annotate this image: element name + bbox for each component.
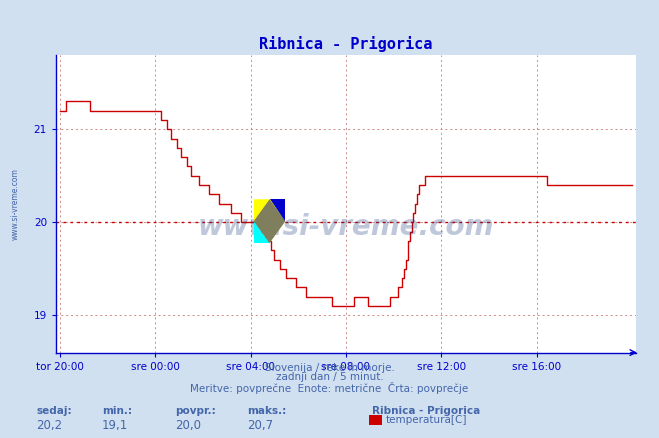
Polygon shape [254,221,270,243]
Text: povpr.:: povpr.: [175,406,215,417]
Text: 20,2: 20,2 [36,419,63,432]
Text: sedaj:: sedaj: [36,406,72,417]
Title: Ribnica - Prigorica: Ribnica - Prigorica [259,36,433,52]
Text: temperatura[C]: temperatura[C] [386,415,467,425]
Polygon shape [270,199,285,221]
Polygon shape [254,199,285,243]
Polygon shape [254,199,285,243]
Text: Ribnica - Prigorica: Ribnica - Prigorica [372,406,480,417]
Text: maks.:: maks.: [247,406,287,417]
Text: Slovenija / reke in morje.: Slovenija / reke in morje. [264,363,395,373]
Text: Meritve: povprečne  Enote: metrične  Črta: povprečje: Meritve: povprečne Enote: metrične Črta:… [190,382,469,394]
Text: www.si-vreme.com: www.si-vreme.com [11,168,20,240]
Text: zadnji dan / 5 minut.: zadnji dan / 5 minut. [275,372,384,382]
Text: 19,1: 19,1 [102,419,129,432]
Text: 20,7: 20,7 [247,419,273,432]
Text: min.:: min.: [102,406,132,417]
Text: www.si-vreme.com: www.si-vreme.com [198,213,494,241]
Text: 20,0: 20,0 [175,419,200,432]
